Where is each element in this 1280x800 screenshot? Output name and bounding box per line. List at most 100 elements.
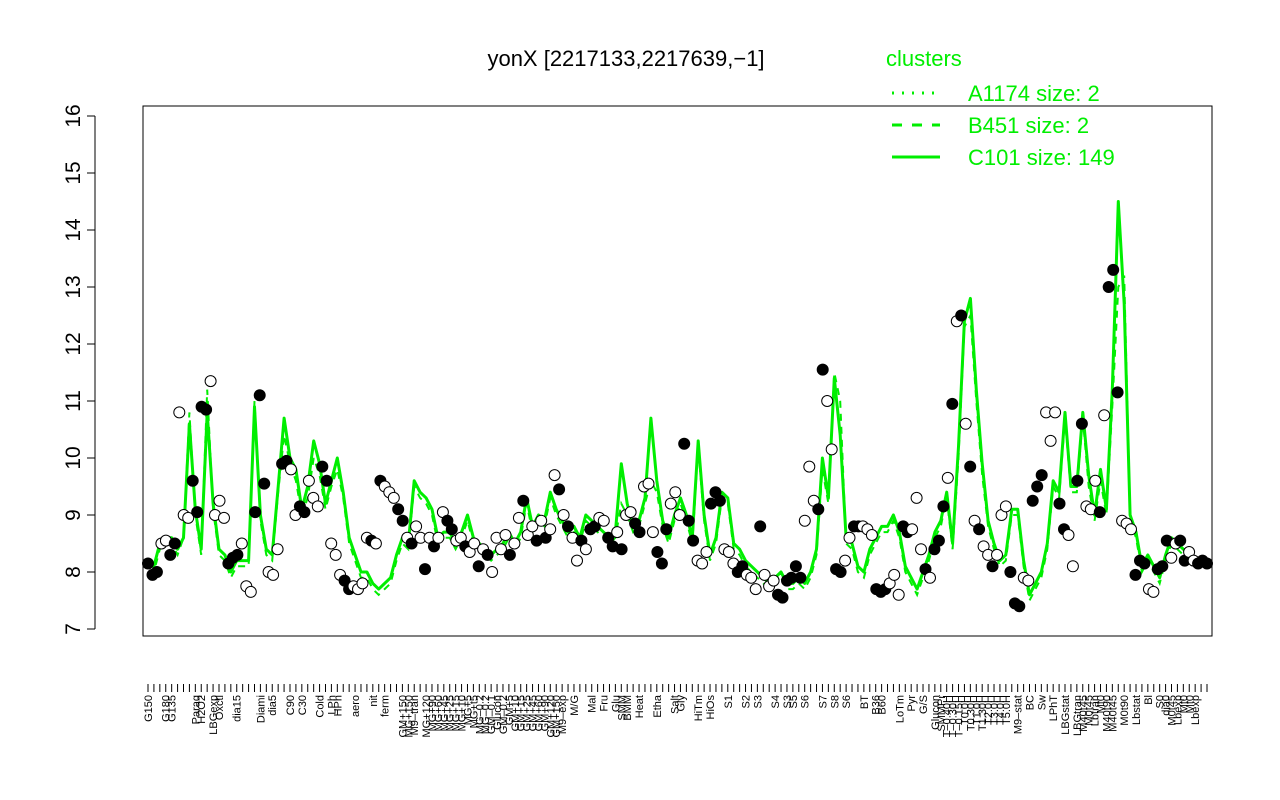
data-point bbox=[1093, 506, 1106, 519]
data-point bbox=[320, 474, 333, 487]
x-tick-label: B60 bbox=[877, 695, 889, 715]
x-tick-label: MG+15 bbox=[451, 695, 463, 731]
x-tick-label: MG+5 bbox=[462, 695, 474, 725]
x-tick-label: T3.0H bbox=[989, 695, 1001, 725]
data-point bbox=[544, 523, 557, 536]
data-point bbox=[517, 494, 530, 507]
x-tick-label: M40t90 bbox=[1101, 695, 1113, 732]
y-tick-label: 8 bbox=[62, 566, 85, 578]
x-tick-label: T1.0H bbox=[971, 695, 983, 725]
data-point bbox=[486, 566, 499, 578]
data-point bbox=[432, 531, 445, 544]
data-point bbox=[1075, 417, 1088, 430]
data-point bbox=[191, 506, 204, 519]
x-tick-label: GM+15 bbox=[516, 695, 528, 731]
data-point bbox=[579, 543, 592, 556]
x-tick-label: T–0.40H bbox=[942, 695, 954, 737]
data-point bbox=[173, 406, 186, 419]
data-point bbox=[611, 526, 624, 539]
data-point bbox=[1111, 386, 1124, 399]
x-tick-label: dia5 bbox=[267, 695, 279, 716]
x-tick-label: T–0.30H bbox=[948, 695, 960, 737]
data-point bbox=[369, 537, 382, 550]
x-tick-label: MG+60 bbox=[433, 695, 445, 731]
x-tick-label: GM+5 bbox=[504, 695, 516, 725]
data-point bbox=[624, 506, 637, 519]
data-point bbox=[392, 503, 405, 516]
data-point bbox=[682, 514, 695, 527]
y-tick-label: 12 bbox=[62, 332, 85, 355]
data-point bbox=[834, 566, 847, 578]
x-tick-label: HiTm bbox=[693, 695, 705, 721]
x-tick-label: M/G bbox=[569, 695, 581, 716]
x-tick-label: Glucon bbox=[930, 695, 942, 730]
x-tick-label: T0.0H bbox=[959, 695, 971, 725]
x-tick-label: Pyr bbox=[906, 695, 918, 712]
x-tick-label: M0t90 bbox=[1119, 695, 1131, 726]
data-point bbox=[1165, 551, 1178, 564]
data-point bbox=[789, 560, 802, 573]
data-point bbox=[258, 477, 271, 490]
x-tick-label: Fru bbox=[599, 695, 611, 712]
data-point bbox=[924, 571, 936, 584]
y-tick-label: 16 bbox=[62, 104, 85, 127]
legend: clusters A1174 size: 2 B451 size: 2 C101… bbox=[886, 46, 1115, 170]
data-point bbox=[915, 543, 927, 556]
data-point bbox=[419, 563, 431, 576]
x-tick-label: MG–0.2 bbox=[474, 695, 486, 734]
data-point bbox=[231, 548, 244, 561]
x-tick-label: Cold bbox=[315, 695, 327, 718]
x-tick-label: MG+150 bbox=[403, 695, 415, 738]
x-tick-label: MG+25 bbox=[445, 695, 457, 731]
x-tick-label: Oxctl bbox=[214, 695, 226, 720]
data-point bbox=[910, 491, 923, 504]
x-tick-label: GM+90 bbox=[539, 695, 551, 731]
data-point bbox=[673, 509, 686, 521]
x-tick-label: HiOs bbox=[705, 695, 717, 720]
x-tick-label: M9–exp bbox=[557, 695, 569, 734]
data-point bbox=[843, 531, 856, 544]
data-point bbox=[311, 500, 324, 513]
data-point bbox=[1174, 534, 1187, 547]
x-tick-label: S6 bbox=[841, 695, 853, 708]
data-point bbox=[1098, 409, 1111, 422]
data-point bbox=[678, 437, 691, 450]
data-point bbox=[669, 486, 682, 499]
data-point bbox=[839, 554, 852, 567]
legend-entry-c101: C101 size: 149 bbox=[968, 145, 1115, 170]
y-tick-label: 7 bbox=[62, 623, 85, 635]
x-tick-label: Bl bbox=[1143, 695, 1155, 705]
y-tick-label: 15 bbox=[62, 161, 85, 184]
data-point bbox=[495, 543, 507, 556]
data-point bbox=[267, 568, 280, 581]
x-tick-label: Lbexp bbox=[1190, 695, 1202, 725]
data-point bbox=[1107, 263, 1120, 276]
x-tick-label: LPhT bbox=[1048, 695, 1060, 722]
data-point bbox=[615, 543, 628, 556]
data-point bbox=[445, 523, 458, 536]
x-tick-label: HPh bbox=[332, 695, 344, 716]
data-point bbox=[1031, 480, 1044, 493]
x-tick-label: GM+45 bbox=[528, 695, 540, 731]
x-tick-label: Mt0 bbox=[1178, 695, 1190, 713]
data-point bbox=[1013, 600, 1026, 613]
data-point bbox=[142, 557, 154, 570]
x-tick-label: GM–0.2 bbox=[498, 695, 510, 734]
x-tick-label: S3 bbox=[752, 695, 764, 708]
data-point bbox=[906, 523, 919, 536]
data-point bbox=[553, 483, 566, 496]
x-tick-label: BMM bbox=[622, 695, 634, 721]
data-point bbox=[687, 534, 700, 547]
x-tick-label: MG+45 bbox=[439, 695, 451, 731]
data-point bbox=[999, 500, 1012, 513]
x-tick-label: S8 bbox=[829, 695, 841, 708]
data-point bbox=[986, 560, 999, 573]
y-axis: 7 8 9 10 11 12 13 14 15 16 bbox=[62, 104, 96, 635]
y-tick-label: 13 bbox=[62, 275, 85, 298]
data-point bbox=[1089, 474, 1102, 487]
x-tick-label: M40t45 bbox=[1107, 695, 1119, 732]
data-point bbox=[325, 537, 338, 550]
data-point bbox=[941, 471, 954, 484]
x-tick-label: S3 bbox=[782, 695, 794, 708]
x-tick-label: ferm bbox=[380, 695, 392, 717]
